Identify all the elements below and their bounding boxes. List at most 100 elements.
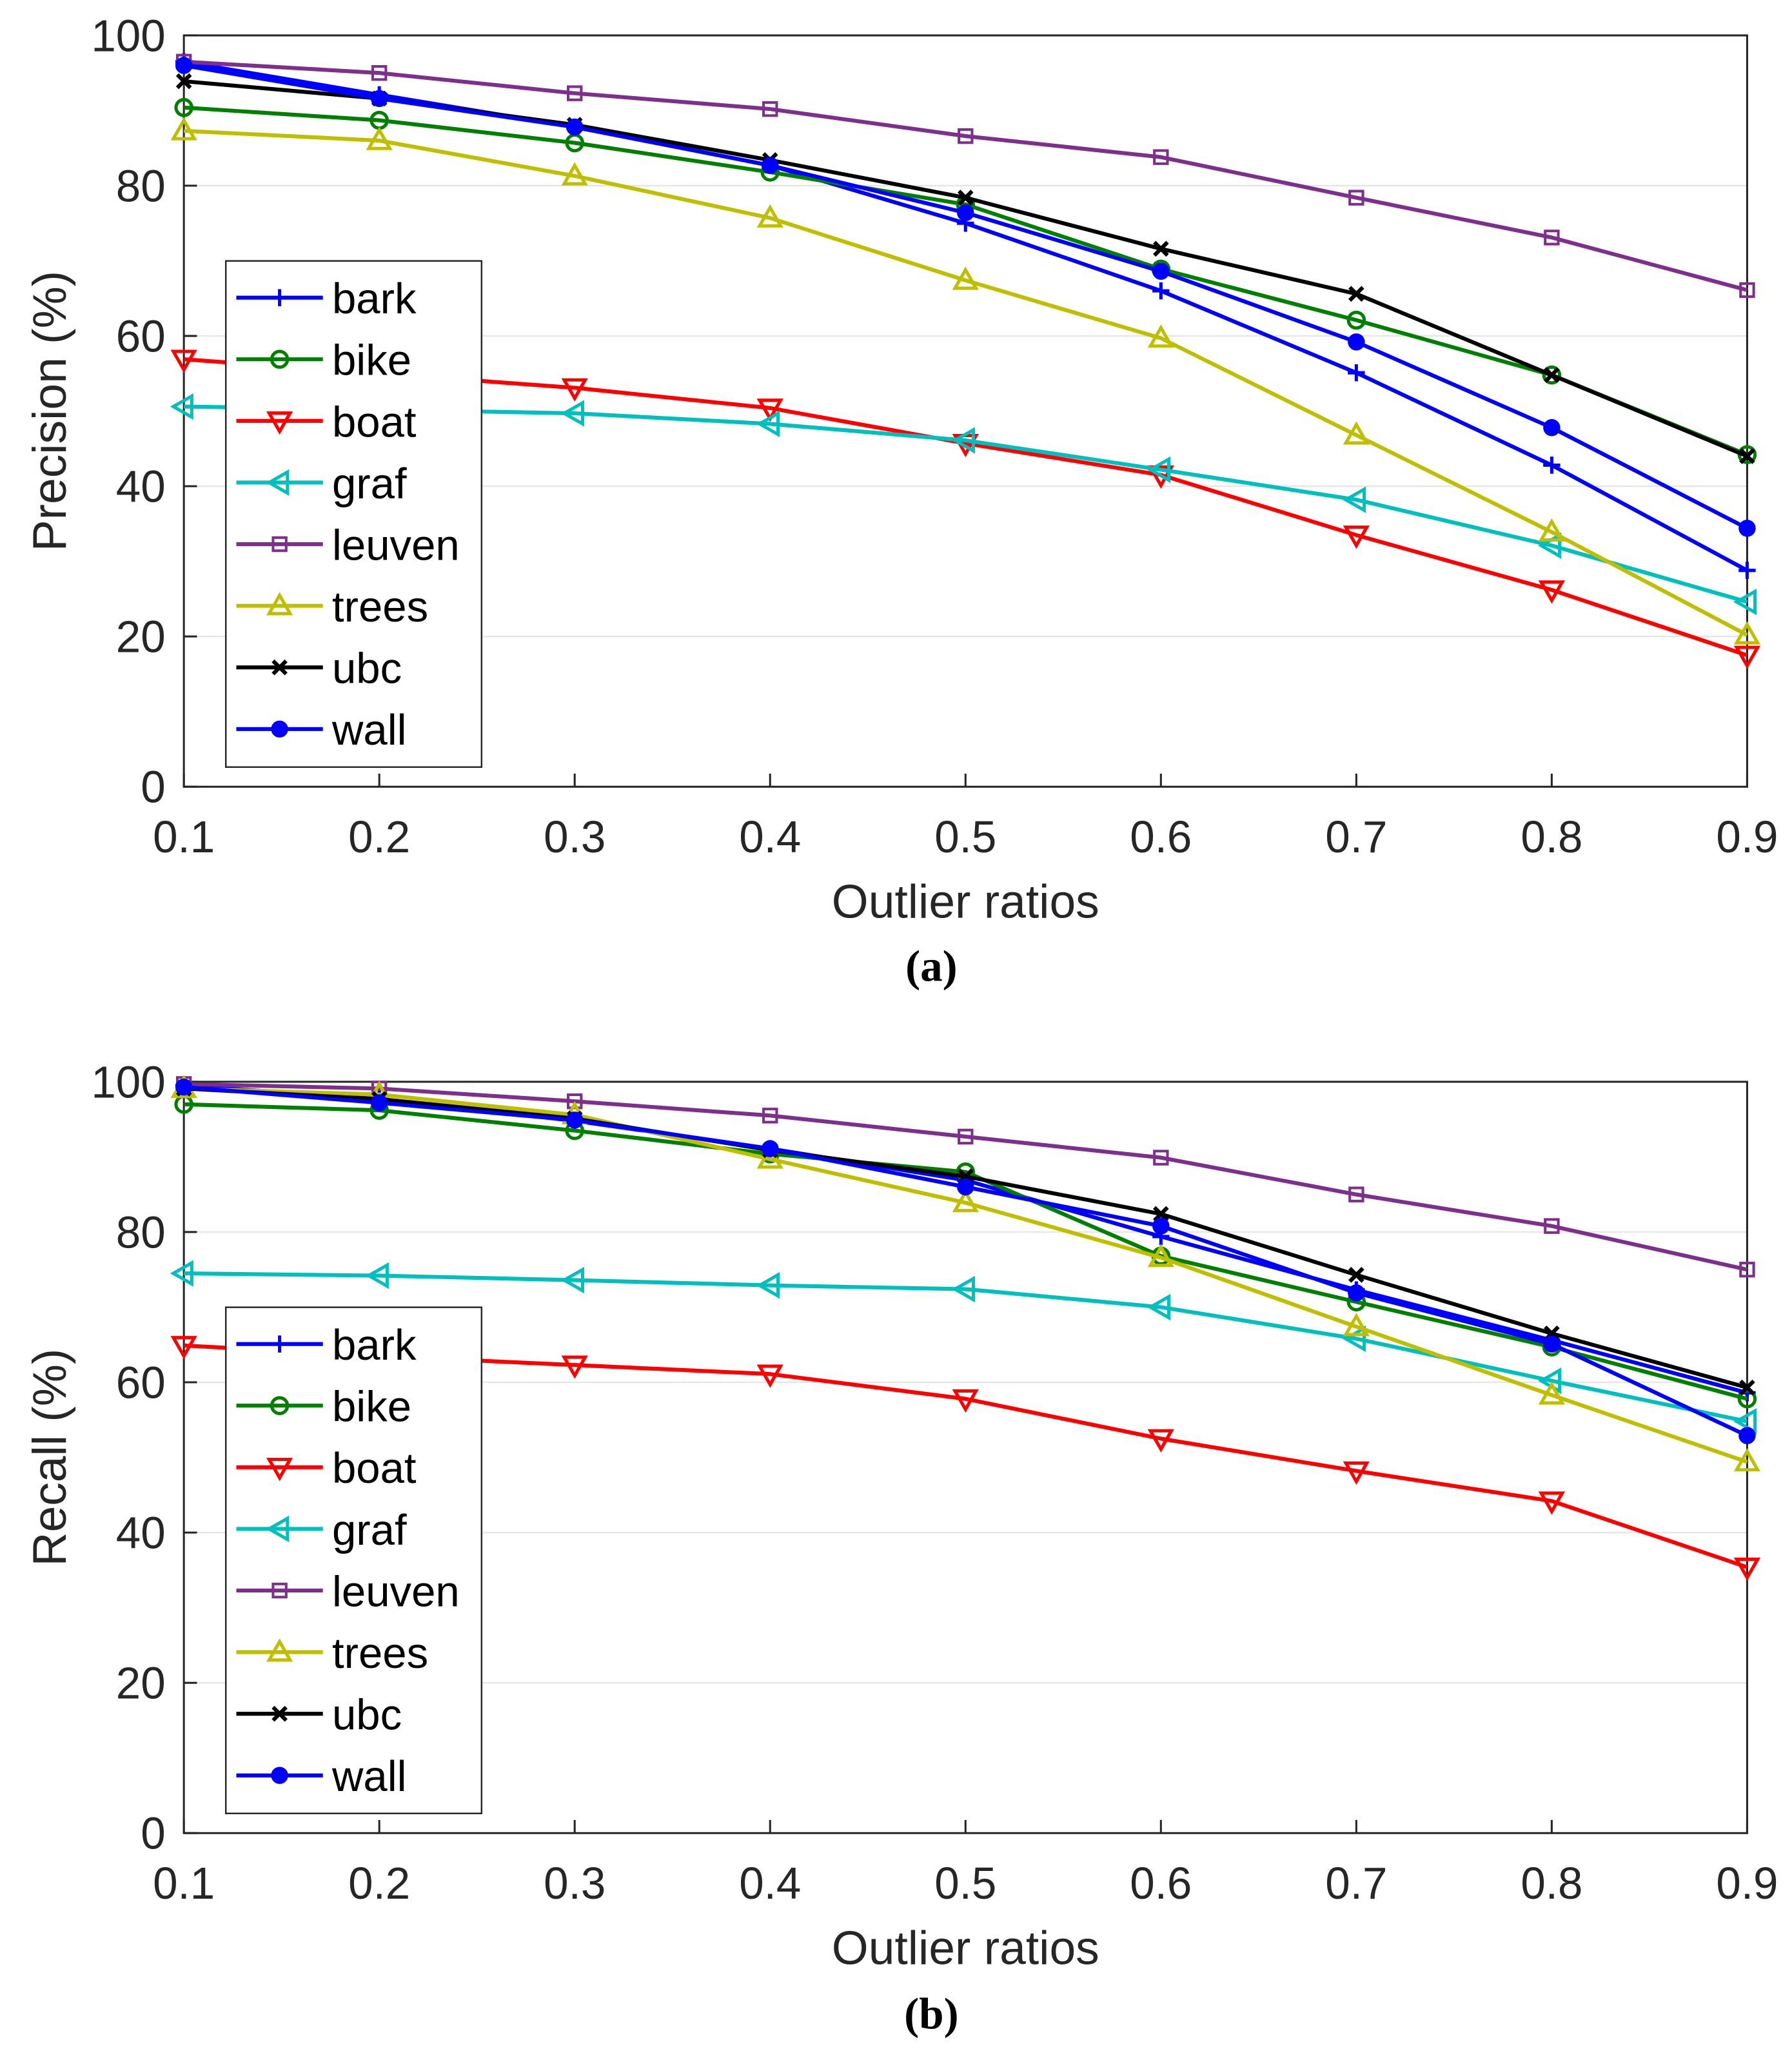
point-graf: [951, 427, 976, 454]
point-boat: [756, 398, 783, 422]
point-leuven: [567, 1093, 583, 1110]
x-tick-label: 0.4: [739, 812, 801, 862]
point-leuven: [762, 1108, 778, 1124]
point-trees: [561, 162, 588, 186]
x-tick-label: 0.6: [1130, 1858, 1192, 1908]
x-tick-label: 0.3: [544, 1858, 606, 1908]
point-leuven: [1153, 1150, 1169, 1166]
legend-marker: [266, 1458, 293, 1482]
y-tick-label: 20: [116, 612, 166, 662]
legend-label: boat: [332, 1444, 417, 1493]
point-bark: [1348, 364, 1365, 382]
y-tick-label: 20: [116, 1658, 166, 1708]
x-tick-label: 0.1: [153, 1858, 215, 1908]
legend-marker: [271, 536, 288, 553]
point-boat: [1538, 1491, 1566, 1515]
x-tick-label: 0.7: [1325, 1858, 1387, 1908]
point-ubc: [1153, 240, 1169, 257]
series-trees: [170, 117, 1761, 645]
legend-entry-wall: wall: [236, 706, 407, 754]
legend-label: boat: [332, 398, 417, 446]
legend-label: graf: [332, 460, 407, 508]
point-trees: [952, 1189, 979, 1213]
legend-label: ubc: [332, 1691, 402, 1739]
point-wall: [1543, 419, 1561, 436]
panel-caption: (a): [905, 941, 958, 990]
point-leuven: [958, 128, 974, 144]
point-trees: [952, 266, 979, 290]
point-wall: [175, 57, 193, 74]
x-tick-label: 0.5: [934, 812, 996, 862]
legend-entry-trees: trees: [236, 583, 428, 631]
point-bike: [1737, 1389, 1757, 1409]
point-wall: [762, 157, 779, 174]
legend-label: wall: [331, 706, 407, 754]
x-tick-label: 0.6: [1130, 812, 1192, 862]
line-trees: [184, 1086, 1748, 1464]
legend-entry-bark: bark: [236, 1321, 417, 1369]
legend-entry-boat: boat: [236, 1444, 417, 1493]
y-tick-label: 0: [141, 1808, 165, 1859]
legend-marker: [271, 659, 288, 676]
point-trees: [1733, 621, 1761, 645]
x-tick-label: 0.9: [1716, 1858, 1778, 1908]
point-wall: [1152, 262, 1170, 280]
point-wall: [1348, 1284, 1365, 1302]
point-wall: [1348, 333, 1365, 351]
x-axis-label: Outlier ratios: [832, 1922, 1099, 1975]
y-axis-label: Precision (%): [23, 271, 76, 551]
y-tick-label: 80: [116, 161, 166, 211]
point-graf: [170, 1260, 193, 1287]
point-leuven: [371, 64, 388, 81]
legend-box: [225, 1306, 483, 1814]
legend-marker: [271, 720, 288, 738]
legend: bark bike boat graf leuven trees ubc wall: [225, 260, 483, 768]
point-wall: [1152, 1217, 1170, 1235]
x-tick-label: 0.4: [739, 1858, 801, 1908]
point-boat: [170, 349, 197, 373]
point-boat: [1147, 1429, 1174, 1453]
legend-entry-wall: wall: [236, 1752, 407, 1801]
point-trees: [1733, 1448, 1761, 1472]
point-leuven: [958, 1128, 974, 1145]
legend-marker: [266, 1515, 290, 1543]
y-tick-label: 40: [116, 462, 166, 512]
point-bark: [1543, 456, 1561, 474]
point-bark: [1738, 562, 1756, 579]
line-graf: [184, 1271, 1748, 1424]
legend-label: leuven: [332, 521, 460, 569]
legend-marker: [270, 1396, 290, 1415]
legend: bark bike boat graf leuven trees ubc wall: [225, 1306, 483, 1814]
point-graf: [756, 1272, 780, 1299]
point-trees: [1538, 1381, 1566, 1405]
x-tick-label: 0.2: [348, 1858, 410, 1908]
series-wall: [175, 57, 1756, 537]
x-tick-label: 0.2: [348, 812, 410, 862]
point-graf: [1147, 456, 1171, 484]
legend-label: leuven: [332, 1567, 460, 1616]
x-tick-label: 0.9: [1716, 812, 1778, 862]
legend-entry-leuven: leuven: [236, 521, 460, 569]
legend-marker: [271, 1582, 288, 1599]
point-trees: [1147, 1244, 1174, 1268]
legend-entry-leuven: leuven: [236, 1567, 460, 1616]
point-trees: [1538, 518, 1566, 542]
point-wall: [175, 1078, 193, 1096]
chart-recall: 0.1 0.2 0.3 0.4 0.5 0.6 0.7 0.8 0.9 0 20 40 60 80 100 O…: [23, 1057, 1778, 2038]
point-boat: [1343, 525, 1370, 549]
line-bike: [184, 1102, 1748, 1401]
legend-entry-trees: trees: [236, 1629, 428, 1678]
y-tick-label: 40: [116, 1508, 166, 1558]
point-boat: [756, 1364, 783, 1388]
y-tick-label: 100: [91, 10, 165, 61]
legend-label: bark: [332, 275, 417, 323]
y-tick-label: 60: [116, 311, 166, 361]
point-leuven: [762, 101, 778, 117]
point-boat: [170, 1336, 197, 1360]
point-bike: [1542, 365, 1562, 385]
point-graf: [560, 400, 584, 427]
point-boat: [1538, 580, 1566, 604]
legend-label: bike: [332, 1383, 411, 1431]
point-leuven: [567, 85, 583, 101]
legend-label: wall: [331, 1752, 407, 1801]
